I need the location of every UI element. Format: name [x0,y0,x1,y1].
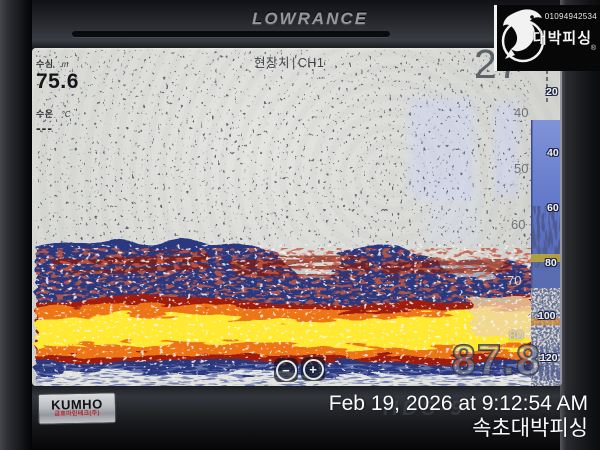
temp-value: --- [36,120,53,136]
kumho-subtext: 금호마린테크(주) [54,410,100,418]
zoom-in-button[interactable]: + [301,357,325,381]
sonar-echogram: 87.8 [36,50,560,386]
temp-unit: °C [61,110,71,119]
device-brand: LOWRANCE [251,9,369,28]
strip-tick-20: 20 [546,86,558,98]
readout-panel: 수심 m 75.6 수온 °C --- [36,54,79,136]
depth-value: 75.6 [36,70,79,93]
depth-tick-60: 60 [511,217,526,232]
photo-caption: 속초대박피싱 [472,417,588,440]
model-label: HDS-9 [383,397,467,420]
header-divider: | [292,56,296,70]
depth-unit: m [61,60,69,69]
device-bezel-right [560,0,600,450]
strip-tick-100: 100 [538,310,556,322]
bottom-depth-value: 87.8 [452,336,542,383]
strip-tick-120: 120 [540,352,558,364]
device-bezel-left [0,0,32,450]
sonar-screen: 87.8 수심m 75.6 수온°C --- 현장치|CH1 27 40 50 … [32,48,560,386]
depth-tick-80: 80 [509,328,524,343]
watermark-brand: 대박피싱 [532,30,592,47]
depth-tick-40: 40 [514,105,529,120]
source-label: 현장치 [254,56,291,70]
zoom-out-button[interactable]: − [274,358,298,382]
strip-tick-40: 40 [547,147,559,159]
depth-tick-70: 70 [507,273,522,288]
fish-logo-icon [501,9,545,63]
minus-icon: − [275,359,297,381]
kumho-sticker: KUMHO 금호마린테크(주) [37,392,117,425]
strip-tick-60: 60 [547,202,559,214]
kumho-brand: KUMHO [50,396,103,413]
strip-tick-80: 80 [545,257,557,269]
watermark-phone: 01094942534 [544,12,597,21]
watermark-box: 01094942534 대박피싱 ® [494,5,600,71]
depth-tick-50: 50 [514,161,529,176]
depth-label: 수심 [36,59,54,69]
channel-label: CH1 [297,56,325,70]
registered-mark: ® [590,45,596,52]
temp-label: 수온 [36,109,54,119]
photo-timestamp: Feb 19, 2026 at 9:12:54 AM [328,392,588,415]
bezel-groove [72,31,390,37]
channel-header: 현장치 | CH1 [254,52,324,71]
plus-icon: + [302,358,324,380]
photo-overlay: Feb 19, 2026 at 9:12:54 AM 속초대박피싱 [329,391,588,441]
